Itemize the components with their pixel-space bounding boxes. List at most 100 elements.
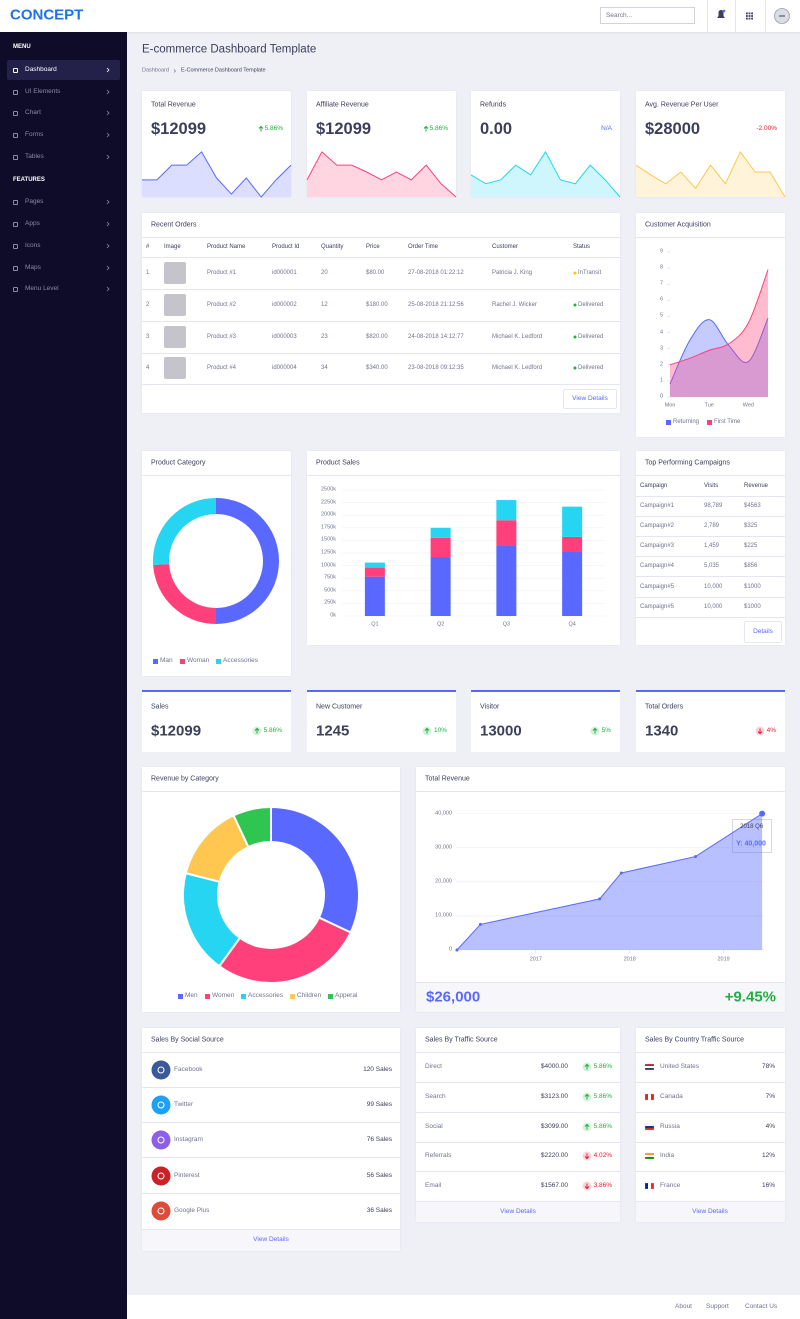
link[interactable]: View Details	[253, 1235, 289, 1243]
sidebar-item[interactable]: Apps	[25, 219, 40, 227]
bar-segment	[562, 506, 583, 537]
divider	[307, 475, 620, 476]
button[interactable]	[744, 621, 782, 643]
y-tick-label: 5	[659, 312, 663, 319]
x-tick-label: 2019	[717, 956, 730, 963]
button-label[interactable]: Details	[753, 627, 773, 635]
x-tick-label: Q3	[502, 621, 511, 628]
divider	[636, 536, 785, 537]
table-cell: Product #2	[207, 302, 237, 308]
list-change: 4.02%	[593, 1151, 612, 1159]
sidebar-icon	[13, 265, 18, 271]
table-cell: $80.00	[366, 270, 385, 276]
y-tick-label: 4	[659, 328, 663, 335]
sidebar-item[interactable]: UI Elements	[25, 87, 61, 95]
kpi-title: Affiliate Revenue	[316, 101, 369, 109]
sidebar-item[interactable]: Forms	[25, 130, 44, 138]
apps-icon	[748, 15, 751, 17]
social-icon-glyph	[157, 1172, 165, 1180]
total-value: $26,000	[426, 988, 481, 1006]
area	[307, 151, 456, 197]
y-tick-label: 1500k	[321, 536, 336, 543]
sidebar-item[interactable]: Pages	[25, 197, 44, 205]
sidebar-item[interactable]: Maps	[25, 263, 41, 271]
tooltip-label: Y: 40,000	[736, 840, 766, 848]
sidebar-icon	[13, 154, 18, 160]
x-tick-label: Wed	[742, 402, 754, 409]
sidebar-item[interactable]: Tables	[25, 152, 44, 160]
link[interactable]: View Details	[500, 1207, 536, 1215]
table-cell: 23-08-2018 09:12:35	[408, 365, 464, 371]
stat-value: 1245	[316, 722, 350, 740]
legend-swatch	[290, 993, 295, 999]
divider	[142, 475, 291, 476]
table-cell: Product #4	[207, 365, 237, 371]
bar-segment	[364, 567, 385, 577]
line	[306, 151, 457, 198]
donut-slice	[216, 498, 279, 624]
button-label[interactable]: View Details	[572, 394, 608, 402]
bar-segment	[496, 545, 517, 616]
table-header: Status	[573, 244, 591, 250]
card-title: Revenue by Category	[151, 775, 219, 783]
footer-link[interactable]: About	[675, 1302, 692, 1310]
sidebar	[0, 32, 127, 1319]
y-tick-label: 2	[659, 361, 663, 368]
list-change: 5.86%	[593, 1062, 612, 1070]
breadcrumb[interactable]: Dashboard	[142, 67, 169, 74]
sidebar-item[interactable]: Icons	[25, 241, 41, 249]
table-cell: Campaign#1	[640, 503, 675, 509]
table-header: Visits	[704, 483, 719, 489]
button[interactable]	[563, 389, 617, 409]
donut-slice	[153, 563, 216, 624]
table-cell: $1000	[744, 584, 761, 590]
sidebar-item[interactable]: Dashboard	[25, 65, 57, 73]
orders-card	[142, 213, 620, 413]
flag	[645, 1094, 648, 1100]
x-tick-label: Q1	[371, 621, 379, 628]
table-cell: $340.00	[366, 365, 388, 371]
y-tick-label: 0k	[330, 612, 336, 619]
social-icon-glyph	[157, 1066, 165, 1074]
sidebar-item[interactable]: Menu Level	[25, 284, 59, 292]
point	[478, 922, 482, 926]
footer-link[interactable]: Contact Us	[745, 1302, 778, 1310]
product-thumbnail	[164, 262, 186, 284]
flag	[645, 1064, 654, 1066]
y-tick-label: 2250k	[321, 498, 336, 505]
y-tick-label: 20,000	[435, 878, 452, 885]
flag-border	[644, 1152, 655, 1160]
card-footer[interactable]	[416, 1201, 620, 1222]
y-tick-label: 1	[659, 377, 663, 384]
divider	[142, 1122, 400, 1123]
list-value: 99 Sales	[366, 1100, 392, 1108]
divider	[142, 1087, 400, 1088]
card-footer[interactable]	[142, 1229, 400, 1251]
notification-icon	[717, 10, 725, 18]
divider	[416, 791, 785, 792]
bar-segment	[562, 551, 583, 616]
card-footer[interactable]	[636, 1201, 785, 1222]
legend-swatch	[666, 419, 671, 425]
stat-card	[471, 690, 620, 752]
list-label: Canada	[660, 1092, 683, 1100]
kpi-value: 0.00	[480, 119, 513, 138]
stat-change: 10%	[433, 726, 447, 734]
card-footer	[416, 982, 785, 1012]
sidebar-icon	[13, 110, 18, 116]
divider	[416, 1142, 620, 1143]
kpi-title: Avg. Revenue Per User	[645, 101, 719, 109]
product-thumbnail	[164, 294, 186, 316]
kpi-change: -2.00%	[756, 124, 777, 132]
footer-link[interactable]: Support	[706, 1302, 729, 1310]
search-input[interactable]	[600, 7, 695, 24]
trend-arrow	[592, 727, 598, 734]
flag	[645, 1155, 654, 1157]
kpi-card	[142, 91, 291, 197]
bar-segment	[496, 520, 517, 546]
link[interactable]: View Details	[692, 1207, 728, 1215]
sidebar-item[interactable]: Chart	[25, 108, 41, 116]
divider	[636, 237, 785, 238]
divider	[636, 1112, 785, 1113]
list-label: Google Plus	[174, 1206, 210, 1214]
